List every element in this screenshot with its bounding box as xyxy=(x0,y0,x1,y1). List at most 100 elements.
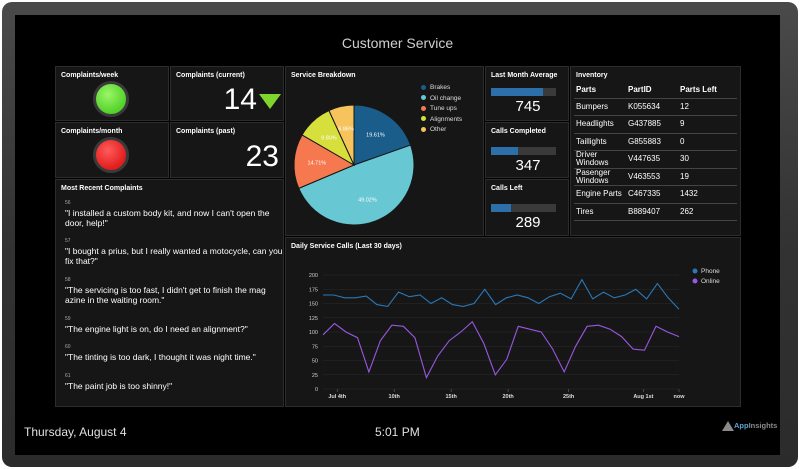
table-row: Taillights G855883 0 xyxy=(574,133,737,151)
table-row: Bumpers K055634 12 xyxy=(574,98,737,116)
trend-down-icon xyxy=(259,94,281,109)
service-breakdown-pie-chart: 19.61% 49.02% 14.71% 9.80%6.86% xyxy=(293,104,415,226)
legend-label: Other xyxy=(430,126,447,133)
legend-label: Oil change xyxy=(430,94,462,102)
calls-left-bar xyxy=(491,204,556,212)
calls-left-label: Calls Left xyxy=(491,185,523,192)
table-row: Driver Windows V447635 30 xyxy=(574,150,737,169)
pie-slice-label: 49.02% xyxy=(358,198,377,204)
complaints-current-panel: Complaints (current) 14 xyxy=(170,66,284,121)
calls-left-bar-fill xyxy=(491,204,511,212)
table-cell: 1432 xyxy=(678,185,737,204)
column-header-parts-left: Parts Left xyxy=(678,82,737,99)
complaint-number: 56 xyxy=(65,200,71,206)
calls-completed-bar xyxy=(491,147,556,155)
table-cell: Bumpers xyxy=(574,98,626,116)
status-light-green xyxy=(93,81,129,117)
x-tick-label: 20th xyxy=(502,394,514,400)
pie-slice-label: 19.61% xyxy=(366,133,385,139)
complaint-text: "I installed a custom body kit, and now … xyxy=(65,208,270,228)
table-row: Pasenger Windows V463553 19 xyxy=(574,168,737,186)
pie-slice-label: 6.86% xyxy=(338,127,354,133)
brand-logo-icon xyxy=(722,421,734,432)
x-tick-label: Aug 1st xyxy=(633,394,653,400)
complaint-item: 56 "I installed a custom body kit, and n… xyxy=(65,200,283,228)
last-month-average-panel: Last Month Average 745 xyxy=(485,66,569,121)
pie-slice-tune-ups xyxy=(293,134,356,190)
y-tick-label: 50 xyxy=(312,359,318,365)
calls-completed-label: Calls Completed xyxy=(491,128,546,135)
column-header-partid: PartID xyxy=(626,82,678,99)
column-header-parts: Parts xyxy=(574,82,626,99)
complaints-past-label: Complaints (past) xyxy=(176,128,236,135)
daily-service-calls-line-chart: 0 25 50 75 100 125 150 175 200 Jul 4th 10th 15th 20t… xyxy=(309,268,720,400)
complaint-text: "I bought a prius, but I really wanted a… xyxy=(65,246,283,266)
complaints-current-label: Complaints (current) xyxy=(176,72,245,79)
legend-item: Alignments xyxy=(421,116,462,123)
inventory-table: Parts PartID Parts Left Bumpers K055634 12… xyxy=(574,82,737,221)
brand-name-insights: Insights xyxy=(748,421,778,430)
pie-slice-oil-change xyxy=(298,144,415,226)
legend-swatch xyxy=(692,278,698,284)
legend-item: Other xyxy=(421,126,446,133)
table-cell: 30 xyxy=(678,150,737,169)
calls-completed-bar-fill xyxy=(491,147,519,155)
x-tick-label: 10th xyxy=(389,394,401,400)
y-tick-label: 150 xyxy=(309,302,318,308)
complaints-past-value: 23 xyxy=(245,140,279,173)
brand-name-app: App xyxy=(734,421,749,430)
legend-swatch xyxy=(421,105,426,111)
brand-logo: AppInsights xyxy=(722,421,778,432)
pie-slice-label: 9.80% xyxy=(321,136,337,142)
y-tick-label: 25 xyxy=(312,373,318,379)
y-tick-label: 200 xyxy=(309,273,318,279)
table-cell: 262 xyxy=(678,203,737,221)
table-row: Headlights G437885 9 xyxy=(574,115,737,134)
complaint-item: 59 "The engine light is on, do I need an… xyxy=(65,316,283,334)
complaint-number: 61 xyxy=(65,373,71,379)
last-month-average-label: Last Month Average xyxy=(491,72,558,79)
table-cell: C467335 xyxy=(626,185,678,204)
table-header-row: Parts PartID Parts Left xyxy=(574,82,737,99)
pie-slice-other xyxy=(328,104,355,166)
daily-service-calls-title: Daily Service Calls (Last 30 days) xyxy=(291,243,402,250)
complaint-item: 61 "The paint job is too shinny!" xyxy=(65,373,283,391)
y-tick-label: 0 xyxy=(315,387,318,393)
complaint-text: "The engine light is on, do I need an al… xyxy=(65,324,248,334)
complaint-number: 57 xyxy=(65,238,71,244)
dashboard-screen: Customer Service Complaints/week Complai… xyxy=(15,15,780,455)
series-line-phone xyxy=(323,278,680,310)
table-row: Engine Parts C467335 1432 xyxy=(574,185,737,204)
complaints-current-value: 14 xyxy=(223,83,257,116)
status-light-red xyxy=(93,137,129,173)
table-cell: Driver Windows xyxy=(574,150,626,169)
legend-label: Brakes xyxy=(430,84,451,91)
last-month-average-bar-fill xyxy=(491,88,543,96)
complaint-item: 60 "The tinting is too dark, I thought i… xyxy=(65,344,283,362)
recent-complaints-panel: Most Recent Complaints 56 "I installed a… xyxy=(55,179,284,407)
x-tick-label: 25th xyxy=(563,394,575,400)
table-cell: Tires xyxy=(574,203,626,221)
table-row: Tires B889407 262 xyxy=(574,203,737,221)
legend-label: Phone xyxy=(701,268,720,275)
table-cell: 19 xyxy=(678,168,737,186)
y-tick-label: 100 xyxy=(309,330,318,336)
complaint-number: 59 xyxy=(65,316,71,322)
table-cell: G437885 xyxy=(626,115,678,134)
table-cell: B889407 xyxy=(626,203,678,221)
complaints-past-panel: Complaints (past) 23 xyxy=(170,122,284,178)
last-month-average-bar xyxy=(491,88,556,96)
calls-completed-panel: Calls Completed 347 xyxy=(485,122,569,178)
complaint-item: 57 "I bought a prius, but I really wante… xyxy=(65,238,283,266)
service-breakdown-title: Service Breakdown xyxy=(291,72,356,79)
calls-left-panel: Calls Left 289 xyxy=(485,179,569,236)
table-cell: Engine Parts xyxy=(574,185,626,204)
footer-date: Thursday, August 4 xyxy=(24,425,127,439)
legend-item: Oil change xyxy=(421,95,461,102)
table-cell: 9 xyxy=(678,115,737,134)
calls-completed-value: 347 xyxy=(515,157,541,174)
calls-left-value: 289 xyxy=(515,214,541,231)
service-breakdown-panel: Service Breakdown 19.61% 49.02% 14.71% 9.80… xyxy=(285,66,484,236)
complaint-item: 58 "The servicing is too fast, I didn't … xyxy=(65,277,283,305)
table-cell: V447635 xyxy=(626,150,678,169)
